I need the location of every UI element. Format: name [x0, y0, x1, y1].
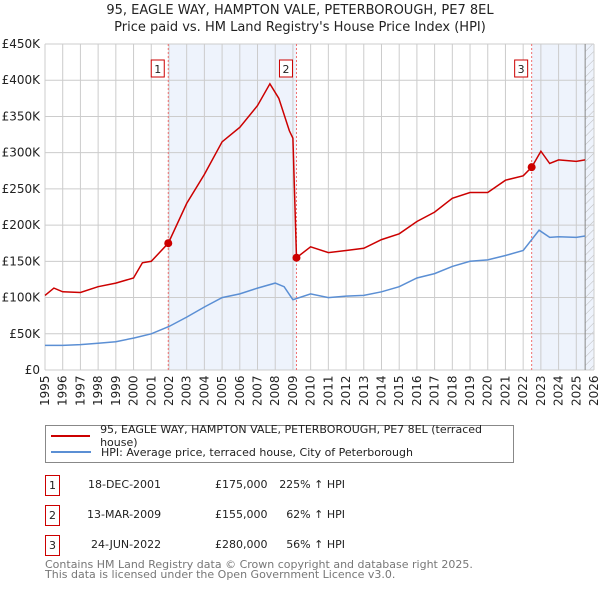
sale-label: 2 [282, 63, 289, 76]
sale-point [164, 239, 173, 248]
y-tick-label: £200K [2, 218, 42, 232]
y-tick-label: £100K [2, 291, 42, 305]
legend-item-price: 95, EAGLE WAY, HAMPTON VALE, PETERBOROUG… [46, 423, 513, 449]
transaction-marker: 3 [45, 535, 60, 556]
y-tick-label: £350K [2, 109, 42, 123]
y-tick-label: £450K [2, 37, 42, 51]
x-tick-label: 2013 [357, 375, 371, 406]
chart-title: 95, EAGLE WAY, HAMPTON VALE, PETERBOROUG… [106, 3, 494, 18]
x-tick-label: 2025 [569, 375, 583, 406]
transaction-row: 2 13-MAR-2009 £155,000 62% ↑ HPI [45, 505, 445, 526]
footer: Contains HM Land Registry data © Crown c… [45, 558, 473, 581]
x-tick-label: 2007 [251, 375, 265, 406]
x-tick-label: 2016 [410, 375, 424, 406]
legend-label-hpi: HPI: Average price, terraced house, City… [101, 445, 413, 459]
price-paid-line [44, 82, 586, 296]
x-tick-label: 2003 [180, 375, 194, 406]
y-tick-label: £50K [9, 327, 41, 341]
sale-point [527, 163, 536, 172]
y-tick-label: £250K [2, 182, 42, 196]
legend-label-price: 95, EAGLE WAY, HAMPTON VALE, PETERBOROUG… [100, 423, 482, 449]
x-tick-label: 2014 [374, 375, 388, 406]
y-tick-label: £400K [2, 73, 42, 87]
transaction-date: 13-MAR-2009 [87, 508, 162, 521]
sale-label-box [514, 59, 529, 78]
sale-label: 3 [518, 63, 525, 76]
x-tick-label: 2021 [498, 375, 512, 406]
transaction-hpi: 62% ↑ HPI [286, 508, 345, 521]
x-tick-label: 1995 [38, 375, 52, 406]
x-tick-label: 1997 [73, 375, 87, 406]
x-tick-label: 2015 [392, 375, 406, 406]
x-tick-label: 1996 [56, 375, 70, 406]
legend: 95, EAGLE WAY, HAMPTON VALE, PETERBOROUG… [45, 423, 514, 463]
ownership-shade-1 [168, 44, 297, 370]
transaction-hpi: 56% ↑ HPI [286, 538, 345, 551]
x-tick-label: 2000 [127, 375, 141, 406]
y-tick-label: £0 [25, 363, 40, 377]
x-tick-label: 1998 [91, 375, 105, 406]
x-tick-label: 2026 [587, 375, 600, 406]
sale-label-box [278, 59, 293, 78]
x-tick-label: 2022 [516, 375, 530, 406]
footer-licence: This data is licensed under the Open Gov… [45, 568, 396, 581]
transaction-row: 1 18-DEC-2001 £175,000 225% ↑ HPI [45, 475, 445, 496]
x-tick-label: 2009 [286, 375, 300, 406]
transaction-date: 18-DEC-2001 [88, 478, 162, 491]
x-tick-label: 2020 [481, 375, 495, 406]
sale-label-box [150, 59, 165, 78]
x-tick-label: 2018 [445, 375, 459, 406]
transaction-price: £175,000 [215, 478, 268, 491]
transaction-price: £155,000 [215, 508, 268, 521]
ownership-shade-2 [531, 44, 594, 370]
x-tick-label: 2008 [268, 375, 282, 406]
x-tick-label: 2005 [215, 375, 229, 406]
y-tick-label: £150K [2, 254, 42, 268]
footer-copyright: Contains HM Land Registry data © Crown c… [45, 558, 473, 571]
x-tick-label: 2023 [534, 375, 548, 406]
transaction-date: 24-JUN-2022 [91, 538, 162, 551]
sale-label: 1 [154, 63, 161, 76]
legend-swatch-hpi [51, 451, 91, 453]
transaction-marker: 2 [45, 505, 60, 526]
x-tick-label: 2001 [144, 375, 158, 406]
legend-item-hpi: HPI: Average price, terraced house, City… [46, 444, 413, 460]
transaction-marker: 1 [45, 475, 60, 496]
x-tick-label: 2017 [428, 375, 442, 406]
legend-swatch-price [51, 435, 91, 437]
x-tick-label: 2012 [339, 375, 353, 406]
transaction-price: £280,000 [215, 538, 268, 551]
x-tick-label: 2004 [197, 375, 211, 406]
x-tick-label: 2024 [552, 375, 566, 406]
forecast-hatch [585, 44, 594, 370]
x-tick-label: 2006 [233, 375, 247, 406]
price-chart: 1995 1996 1997 1998 1999 2000 2001 2002 2003 2004… [2, 37, 600, 406]
x-tick-label: 2019 [463, 375, 477, 406]
x-tick-label: 2011 [321, 375, 335, 406]
transaction-hpi: 225% ↑ HPI [279, 478, 345, 491]
x-tick-label: 1999 [109, 375, 123, 406]
x-tick-label: 2002 [162, 375, 176, 406]
transaction-row: 3 24-JUN-2022 £280,000 56% ↑ HPI [45, 535, 445, 556]
hpi-line [45, 229, 586, 347]
chart-subtitle: Price paid vs. HM Land Registry's House … [114, 20, 486, 35]
y-tick-label: £300K [2, 146, 42, 160]
sale-point [292, 253, 301, 262]
x-tick-label: 2010 [304, 375, 318, 406]
